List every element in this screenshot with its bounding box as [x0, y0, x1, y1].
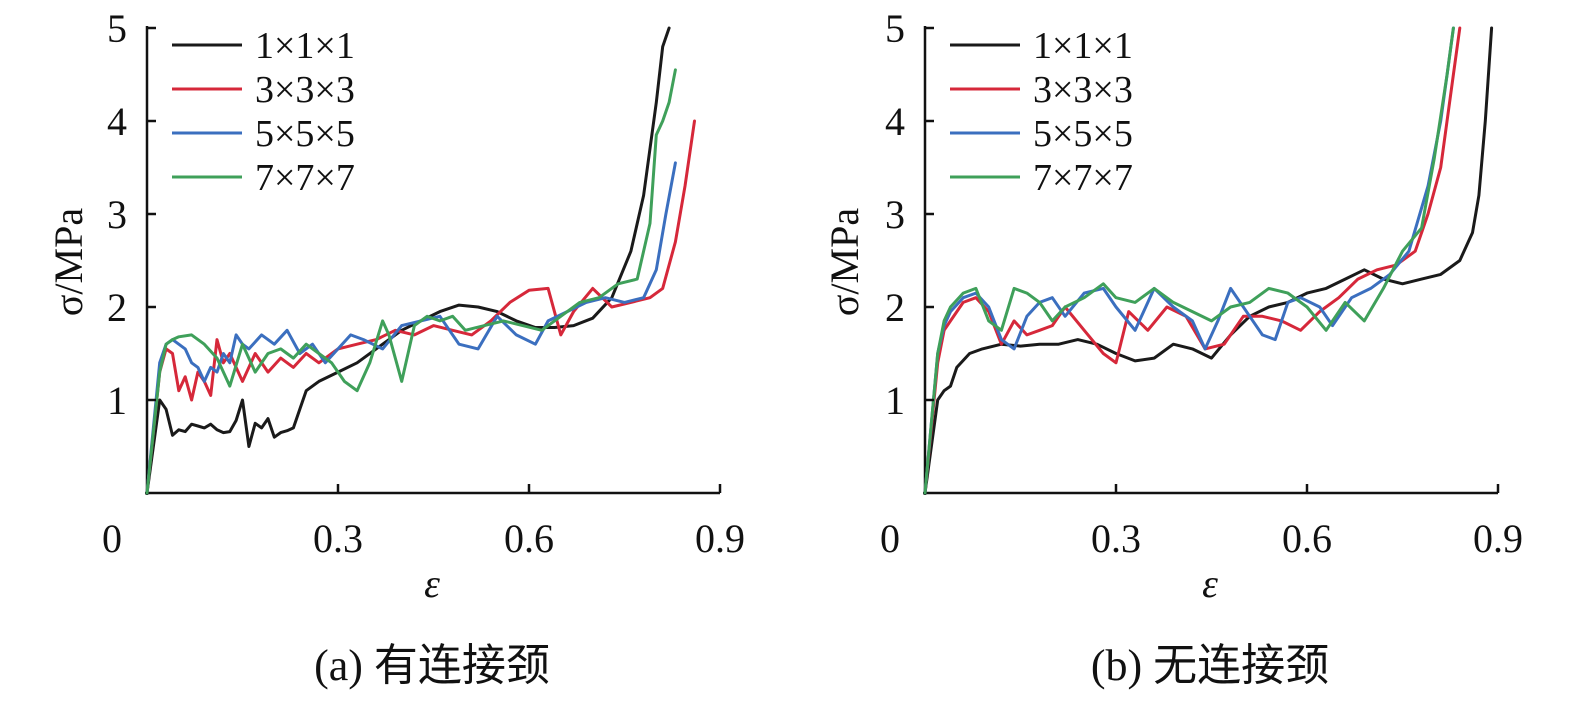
panel-a-y-tick-label: 5 [107, 6, 127, 51]
panel-b-y-tick-label: 4 [885, 99, 905, 144]
panel-a-y-axis-title: σ/MPa [46, 208, 91, 316]
panel-a-x-tick-label: 0.6 [504, 516, 554, 561]
panel-a-x-tick-label: 0.3 [313, 516, 363, 561]
panel-a-caption: (a) 有连接颈 [314, 641, 550, 690]
panel-b-series-line-2 [923, 26, 1462, 495]
panel-a-x-ticks: 0 0.3 0.6 0.9 [102, 484, 745, 561]
panel-a-series-line-3 [145, 161, 677, 495]
panel-b: 1 2 3 4 5 0 0.3 0.6 0.9 1×1×13×3×35×5×57×7×7 σ/… [822, 6, 1523, 690]
panel-a-legend: 1×1×13×3×35×5×57×7×7 [172, 25, 355, 199]
panel-b-x-tick-label: 0 [880, 516, 900, 561]
panel-a-x-tick-label: 0.9 [695, 516, 745, 561]
panel-b-x-tick-label: 0.6 [1282, 516, 1332, 561]
panel-b-series-line-3 [923, 26, 1455, 495]
panel-b-legend-label-3: 5×5×5 [1033, 113, 1133, 155]
panel-b-x-tick-label: 0.9 [1473, 516, 1523, 561]
panel-a-series [145, 26, 696, 495]
panel-a-legend-label-3: 5×5×5 [255, 113, 355, 155]
panel-b-x-axis-title: ε [1202, 561, 1218, 606]
panel-b-x-ticks: 0 0.3 0.6 0.9 [880, 484, 1523, 561]
panel-a-y-tick-label: 1 [107, 378, 127, 423]
panel-b-y-tick-label: 2 [885, 285, 905, 330]
panel-b-series-line-4 [923, 26, 1455, 495]
panel-a-y-tick-label: 4 [107, 99, 127, 144]
panel-a-legend-label-1: 1×1×1 [255, 25, 355, 67]
panel-a-legend-label-2: 3×3×3 [255, 69, 355, 111]
panel-a-series-line-1 [145, 26, 671, 495]
panel-b-series [923, 26, 1494, 495]
panel-b-y-axis-title: σ/MPa [822, 208, 867, 316]
panel-b-x-tick-label: 0.3 [1091, 516, 1141, 561]
panel-a-y-ticks: 1 2 3 4 5 [107, 6, 156, 423]
panel-b-y-tick-label: 3 [885, 192, 905, 237]
panel-a: 1 2 3 4 5 0 0.3 0.6 0.9 1×1×13×3×35×5×57×7×7 σ/… [46, 6, 745, 690]
panel-b-legend: 1×1×13×3×35×5×57×7×7 [950, 25, 1133, 199]
panel-b-y-tick-label: 5 [885, 6, 905, 51]
panel-b-legend-label-4: 7×7×7 [1033, 157, 1133, 199]
panel-b-legend-label-1: 1×1×1 [1033, 25, 1133, 67]
panel-b-y-ticks: 1 2 3 4 5 [885, 6, 934, 423]
panel-a-x-axis-title: ε [424, 561, 440, 606]
panel-a-y-tick-label: 2 [107, 285, 127, 330]
panel-a-legend-label-4: 7×7×7 [255, 157, 355, 199]
panel-a-series-line-4 [145, 68, 677, 495]
panel-b-caption: (b) 无连接颈 [1091, 641, 1329, 690]
panel-b-legend-label-2: 3×3×3 [1033, 69, 1133, 111]
panel-b-plot-area [925, 28, 1498, 493]
panel-b-y-tick-label: 1 [885, 378, 905, 423]
panel-b-series-line-1 [923, 26, 1494, 495]
panel-a-x-tick-label: 0 [102, 516, 122, 561]
panel-a-y-tick-label: 3 [107, 192, 127, 237]
